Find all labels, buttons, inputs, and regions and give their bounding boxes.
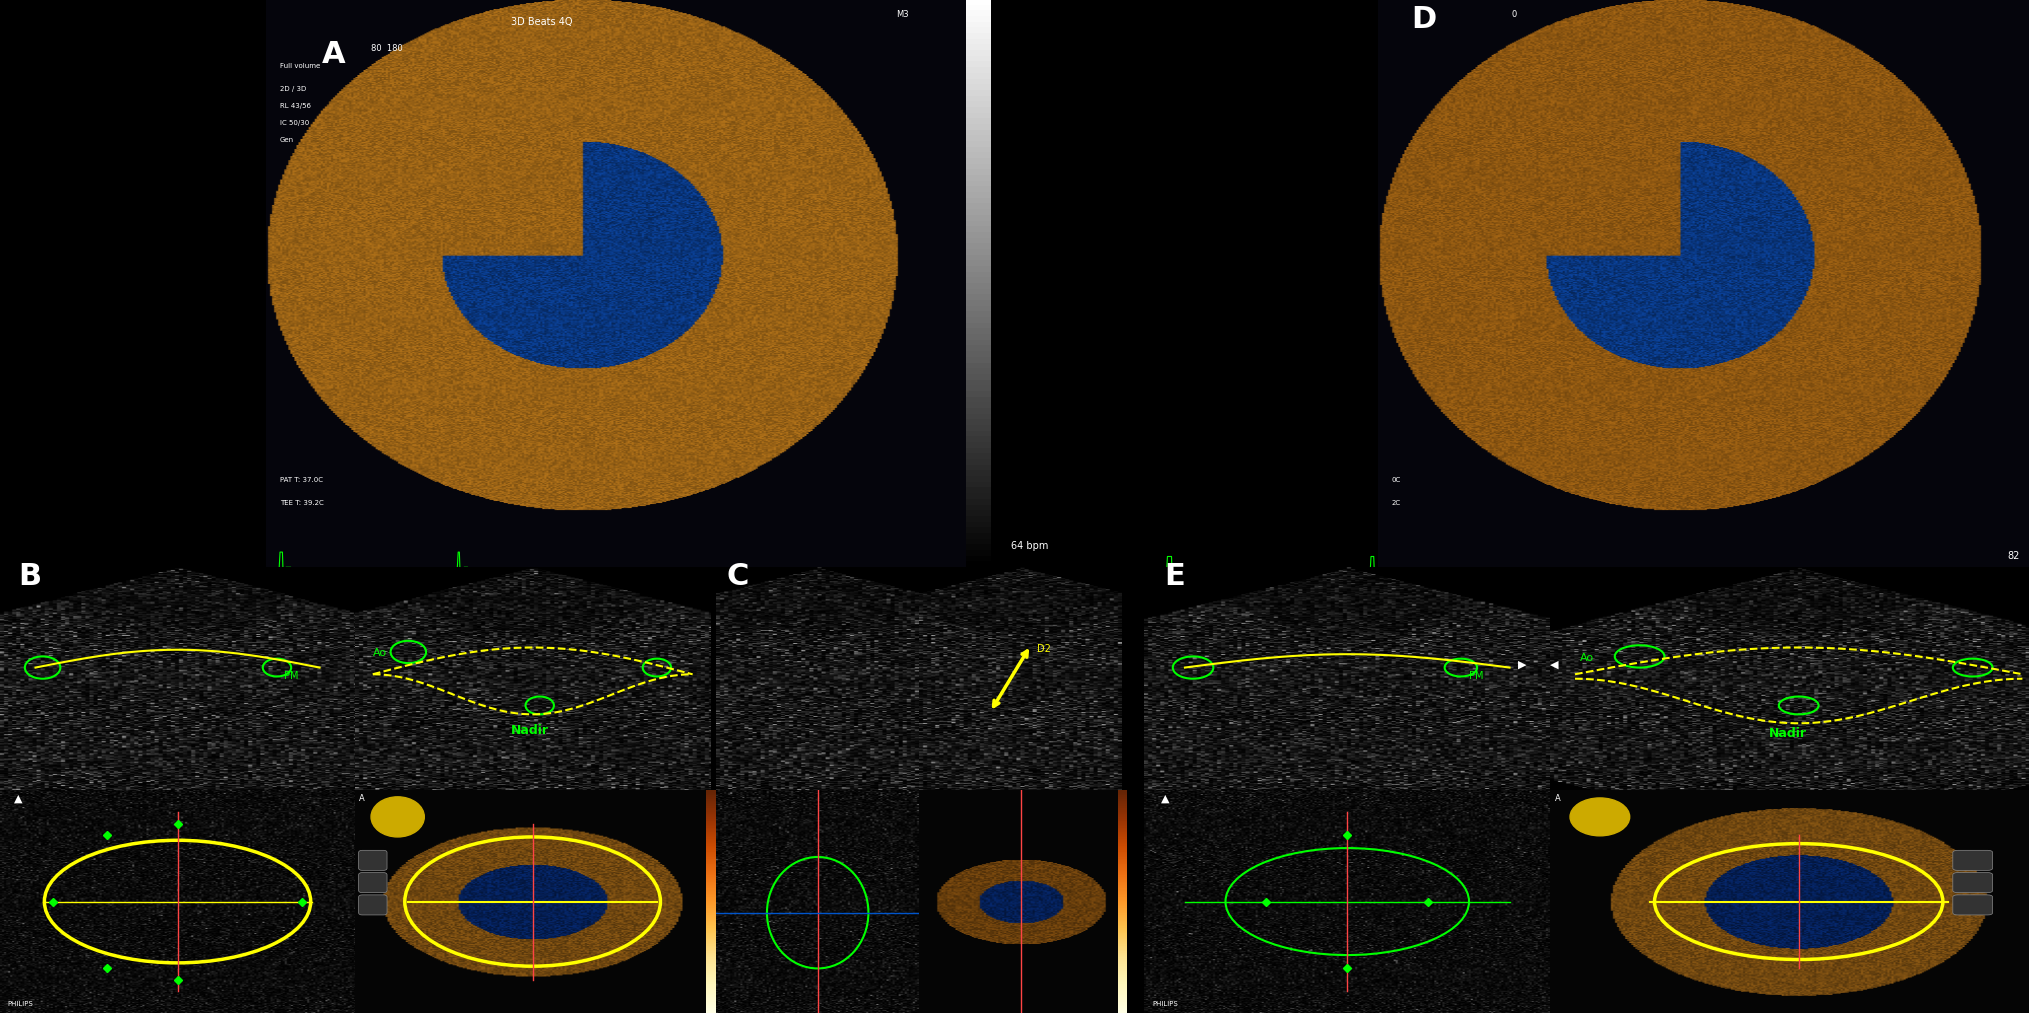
Text: M3: M3: [897, 10, 909, 19]
Text: 82: 82: [2007, 551, 2019, 560]
Text: RL 43/56: RL 43/56: [280, 102, 310, 108]
Text: ▲: ▲: [1161, 793, 1169, 803]
Text: A: A: [1554, 794, 1560, 803]
Text: ▶: ▶: [1518, 659, 1526, 670]
Text: C: C: [726, 562, 749, 592]
Text: 0: 0: [1512, 10, 1518, 19]
Text: 0C: 0C: [1392, 477, 1400, 483]
Text: Delay time: Delay time: [424, 587, 463, 593]
Text: 80  180: 80 180: [371, 44, 402, 53]
Text: Ao: Ao: [1581, 653, 1595, 663]
Text: Ao: Ao: [373, 648, 388, 658]
Text: D2: D2: [1037, 644, 1051, 654]
Text: PM: PM: [1469, 671, 1483, 681]
Text: Full volume: Full volume: [280, 63, 321, 69]
Text: 2C: 2C: [1392, 499, 1400, 505]
Text: Nadir: Nadir: [511, 724, 550, 737]
Text: Nadir: Nadir: [1769, 726, 1808, 739]
FancyBboxPatch shape: [359, 894, 388, 915]
FancyBboxPatch shape: [359, 872, 388, 892]
FancyBboxPatch shape: [1952, 850, 1992, 870]
Text: 64 bpm: 64 bpm: [1010, 541, 1049, 551]
Text: PAT T: 37.0C: PAT T: 37.0C: [280, 477, 323, 483]
Text: PHILIPS: PHILIPS: [1152, 1001, 1179, 1007]
Text: Gen: Gen: [280, 137, 294, 143]
FancyBboxPatch shape: [1952, 872, 1992, 892]
Text: A: A: [359, 794, 365, 803]
Text: E: E: [1165, 562, 1185, 592]
Text: B: B: [18, 562, 41, 592]
Text: 2D / 3D: 2D / 3D: [280, 86, 306, 92]
Text: TEE T: 39.2C: TEE T: 39.2C: [280, 499, 323, 505]
Text: A: A: [323, 40, 345, 69]
Text: D: D: [1412, 5, 1437, 34]
Text: PM: PM: [284, 671, 298, 681]
FancyBboxPatch shape: [359, 850, 388, 870]
Text: 3D Beats 4Q: 3D Beats 4Q: [511, 17, 572, 27]
Ellipse shape: [371, 797, 424, 837]
FancyBboxPatch shape: [1952, 894, 1992, 915]
Text: IC 50/30: IC 50/30: [280, 120, 308, 126]
Ellipse shape: [1570, 798, 1629, 836]
Text: ▲: ▲: [14, 793, 22, 803]
Text: ◀: ◀: [1550, 659, 1558, 670]
Text: PHILIPS: PHILIPS: [8, 1001, 32, 1007]
